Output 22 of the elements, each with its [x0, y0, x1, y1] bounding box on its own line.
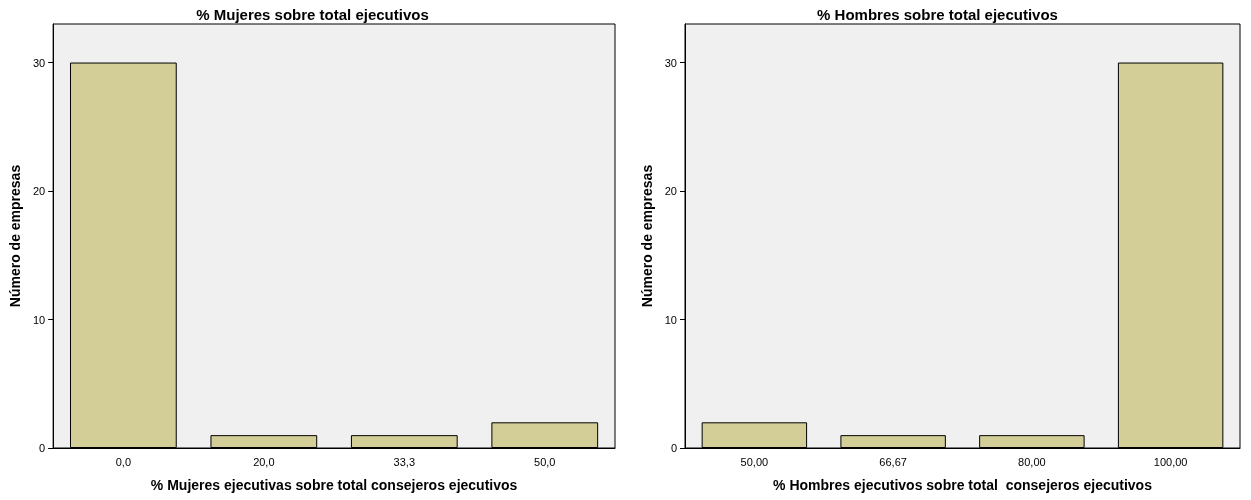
chart-title: % Hombres sobre total ejecutivos	[817, 6, 1058, 23]
x-tick-label: 0,0	[115, 455, 132, 468]
y-tick-label: 20	[32, 185, 46, 198]
y-tick-label: 30	[664, 56, 677, 69]
y-tick-label: 10	[664, 313, 677, 326]
y-tick-label: 20	[664, 185, 677, 198]
x-tick-label: 50,0	[534, 455, 556, 468]
x-tick-label: 50,00	[740, 455, 769, 468]
x-axis-title: % Hombres ejecutivos sobre total consejeros ejecutivos	[773, 477, 1153, 493]
y-tick-label: 10	[32, 313, 46, 326]
x-tick-label: 66,67	[879, 455, 907, 468]
chart-title: % Mujeres sobre total ejecutivos	[196, 6, 429, 23]
y-tick-label: 0	[670, 442, 677, 454]
x-tick-label: 20,0	[253, 455, 275, 468]
y-axis-title: Número de empresas	[7, 164, 23, 308]
y-tick-label: 0	[39, 442, 46, 454]
x-tick-label: 33,3	[393, 455, 416, 468]
x-axis-title: % Mujeres ejecutivas sobre total consejeros ejecutivos	[150, 477, 518, 493]
x-tick-label: 80,00	[1018, 455, 1046, 468]
x-tick-label: 100,00	[1153, 455, 1188, 468]
y-tick-label: 30	[32, 56, 46, 69]
y-axis-title: Número de empresas	[638, 164, 655, 308]
